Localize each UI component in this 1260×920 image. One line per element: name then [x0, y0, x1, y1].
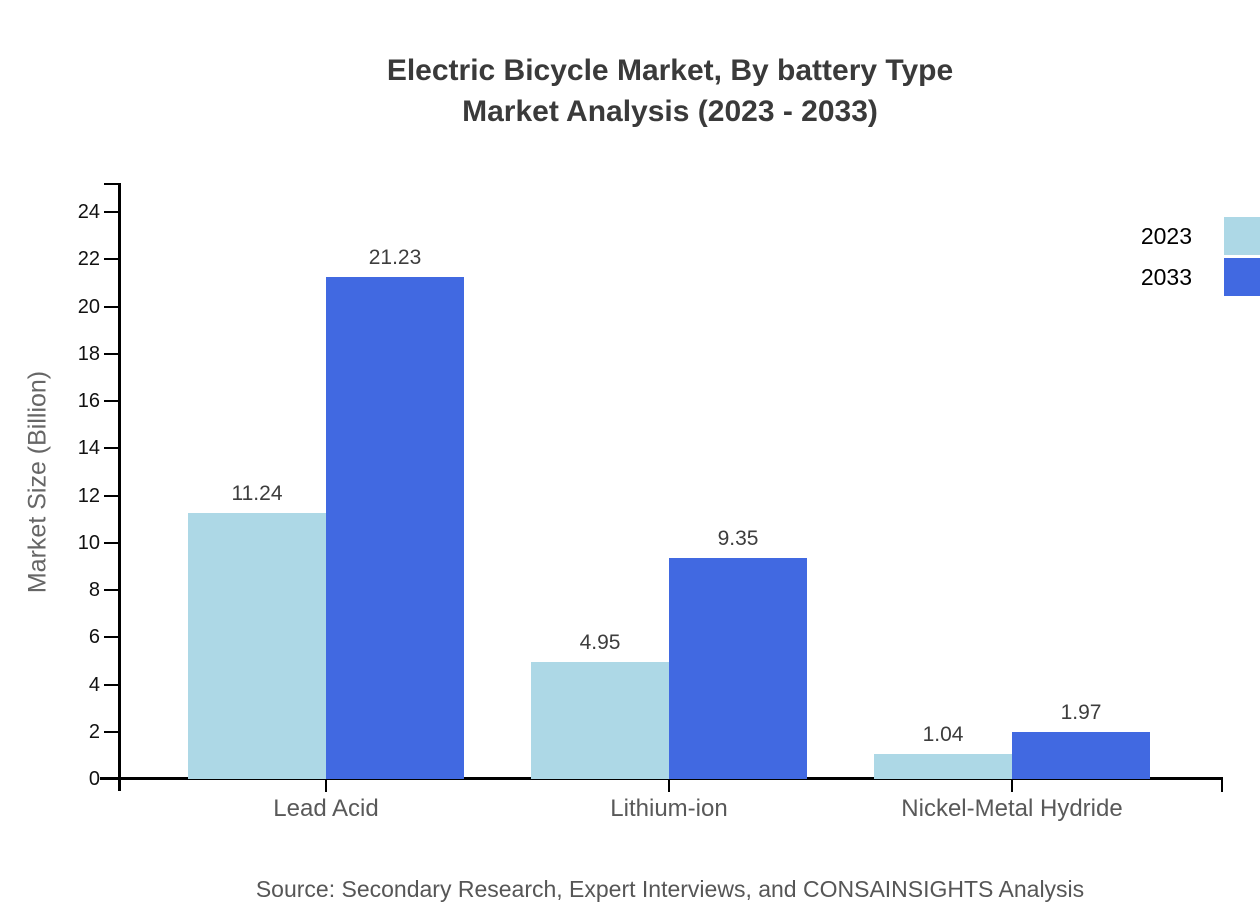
- legend-item-label: 2033: [1140, 263, 1192, 290]
- y-tick-10: [104, 541, 120, 544]
- y-tick-label-8: 8: [88, 579, 100, 601]
- y-tick-label-14: 14: [77, 437, 100, 460]
- y-tick-20: [104, 305, 120, 308]
- y-tick-14: [104, 447, 120, 450]
- legend-item-2023: 2023: [1141, 217, 1260, 255]
- y-tick-8: [104, 589, 120, 591]
- y-tick-label-24: 24: [77, 201, 100, 223]
- chart-title: Electric Bicycle Market, By battery Type…: [80, 50, 1260, 132]
- y-tick-16: [104, 400, 120, 402]
- y-tick-label-16: 16: [77, 390, 100, 412]
- chart-title-line2: Market Analysis (2023 - 2033): [462, 95, 878, 128]
- y-tick-18: [104, 352, 120, 355]
- category-label-lithium-ion: Lithium-ion: [610, 795, 728, 822]
- source-text: Source: Secondary Research, Expert Inter…: [255, 876, 1085, 902]
- x-tick-lithium-ion: [668, 779, 670, 792]
- y-axis-end-cap-tick: [104, 183, 120, 185]
- x-tick-lead-acid: [325, 779, 327, 792]
- value-label-2033-lithium-ion: 9.35: [717, 527, 759, 550]
- bar-2023-lead-acid: [188, 513, 326, 779]
- y-tick-24: [104, 211, 120, 213]
- chart-title-line1: Electric Bicycle Market, By battery Type: [386, 54, 954, 87]
- y-tick-label-12: 12: [77, 484, 100, 507]
- value-label-2023-lithium-ion: 4.95: [579, 631, 621, 654]
- bar-2023-nickel-metal-hydride: [874, 754, 1012, 779]
- y-tick-label-22: 22: [77, 248, 100, 271]
- bar-2023-lithium-ion: [531, 662, 669, 779]
- y-tick-label-20: 20: [77, 295, 100, 318]
- y-tick-label-2: 2: [88, 720, 100, 743]
- y-tick-4: [104, 683, 120, 686]
- y-tick-label-0: 0: [88, 768, 100, 790]
- y-tick-12: [104, 494, 120, 497]
- bar-2033-lithium-ion: [669, 558, 807, 779]
- x-axis-end-tick: [1221, 779, 1223, 792]
- bar-2033-nickel-metal-hydride: [1012, 732, 1150, 779]
- x-tick-nickel-metal-hydride: [1011, 779, 1013, 792]
- y-tick-0: [104, 778, 120, 780]
- legend-swatch-2023: [1224, 217, 1260, 255]
- legend-item-label: 2023: [1140, 222, 1192, 249]
- y-tick-label-6: 6: [88, 626, 100, 649]
- y-tick-label-4: 4: [88, 673, 100, 696]
- category-label-lead-acid: Lead Acid: [273, 795, 379, 822]
- legend: 2023 2033: [1141, 217, 1260, 299]
- category-label-nickel-metal-hydride: Nickel-Metal Hydride: [901, 795, 1123, 822]
- y-tick-6: [104, 636, 120, 639]
- bar-2033-lead-acid: [326, 277, 464, 779]
- y-tick-22: [104, 258, 120, 261]
- y-tick-label-18: 18: [77, 342, 100, 365]
- legend-item-2033: 2033: [1141, 258, 1260, 296]
- value-label-2023-lead-acid: 11.24: [231, 482, 283, 505]
- legend-swatch-2033: [1224, 258, 1260, 296]
- y-axis-line: [118, 183, 121, 791]
- y-tick-2: [104, 730, 120, 733]
- value-label-2033-nickel-metal-hydride: 1.97: [1060, 701, 1102, 724]
- value-label-2023-nickel-metal-hydride: 1.04: [922, 723, 964, 746]
- y-tick-label-10: 10: [77, 531, 100, 554]
- value-label-2033-lead-acid: 21.23: [368, 246, 422, 269]
